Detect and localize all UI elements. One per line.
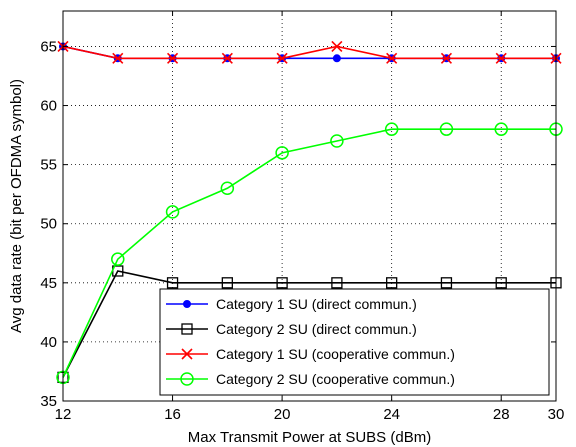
y-tick-label: 35: [40, 393, 57, 410]
series-4-line: [62, 128, 556, 378]
series-4-point: [330, 134, 344, 148]
series-3-point: [166, 52, 179, 64]
series-1-point: [332, 54, 341, 63]
series-2-point: [221, 277, 233, 289]
x-marker-stroke: [112, 52, 124, 64]
x-tick-label: 16: [164, 406, 181, 423]
series-3-point: [276, 52, 288, 64]
y-tick-label: 40: [40, 334, 57, 351]
x-marker-stroke: [440, 52, 453, 64]
x-marker-stroke: [181, 348, 193, 360]
x-tick-label: 20: [274, 406, 291, 423]
x-tick-label: 12: [55, 406, 72, 423]
y-tick-label: 50: [40, 216, 57, 233]
series-3-point: [331, 40, 343, 53]
legend-entry: Category 1 SU (direct commun.): [166, 296, 417, 312]
series-3-line: [62, 45, 556, 60]
x-tick-label: 30: [548, 406, 565, 423]
series-3-point: [386, 52, 398, 64]
x-tick-label: 28: [493, 406, 510, 423]
legend-marker: [181, 348, 193, 360]
legend-marker: [183, 300, 191, 308]
series-4-point: [439, 122, 454, 136]
axis-ticks: 12 16 20 24 28 30 35 40 45 50 55 60 65: [40, 11, 564, 423]
legend-marker: [181, 323, 193, 335]
series-2-point: [276, 277, 288, 289]
series-4-point: [220, 181, 235, 196]
series-3-point: [440, 52, 453, 64]
series-4-point: [494, 122, 508, 136]
legend-entry: Category 2 SU (cooperative commun.): [166, 371, 455, 387]
series-3: [57, 40, 562, 64]
plot-border: [62, 10, 557, 402]
y-tick-label: 45: [40, 275, 57, 292]
series-2-point: [386, 277, 398, 289]
series-2-point: [440, 277, 453, 289]
x-marker-stroke: [386, 52, 398, 64]
series-4-point: [384, 122, 399, 136]
legend-entry: Category 1 SU (cooperative commun.): [166, 346, 455, 362]
legend: Category 1 SU (direct commun.) Category 2…: [159, 288, 550, 396]
series-4-point: [275, 146, 289, 160]
series-3-point: [112, 52, 124, 64]
series-4-point: [111, 252, 125, 266]
x-tick-label: 24: [383, 406, 400, 423]
y-axis-label: Avg data rate (bit per OFDMA symbol): [8, 79, 25, 333]
series-2-point: [166, 277, 179, 289]
y-tick-label: 60: [40, 98, 57, 115]
legend-entry: Category 2 SU (direct commun.): [166, 321, 417, 337]
series-4-point: [165, 205, 180, 219]
x-marker-stroke: [221, 52, 233, 64]
legend-label: Category 2 SU (direct commun.): [216, 321, 417, 337]
series-2-point: [495, 277, 507, 289]
series-3-point: [221, 52, 233, 64]
series-2: [57, 265, 562, 384]
legend-marker: [180, 372, 194, 386]
legend-box: [159, 288, 550, 396]
x-marker-stroke: [166, 52, 179, 64]
legend-label: Category 1 SU (cooperative commun.): [216, 346, 455, 362]
y-tick-label: 65: [40, 38, 57, 55]
series-2-line: [62, 270, 556, 378]
series-2-point: [331, 277, 343, 289]
legend-label: Category 1 SU (direct commun.): [216, 296, 417, 312]
x-axis-label: Max Transmit Power at SUBS (dBm): [188, 429, 431, 446]
x-marker-stroke: [495, 52, 507, 64]
series-3-point: [495, 52, 507, 64]
x-marker-stroke: [331, 40, 343, 53]
series-layer: [56, 40, 563, 385]
y-tick-label: 55: [40, 157, 57, 174]
x-marker-stroke: [276, 52, 288, 64]
legend-label: Category 2 SU (cooperative commun.): [216, 371, 455, 387]
